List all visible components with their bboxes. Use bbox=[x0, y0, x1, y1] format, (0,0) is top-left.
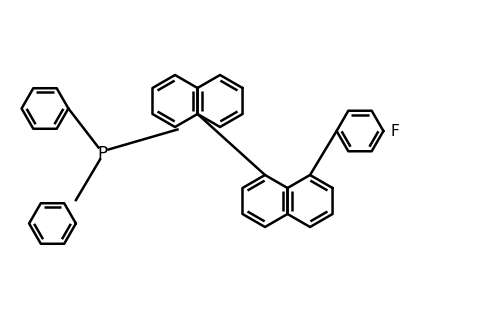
Text: F: F bbox=[391, 124, 400, 138]
Text: P: P bbox=[98, 144, 108, 162]
